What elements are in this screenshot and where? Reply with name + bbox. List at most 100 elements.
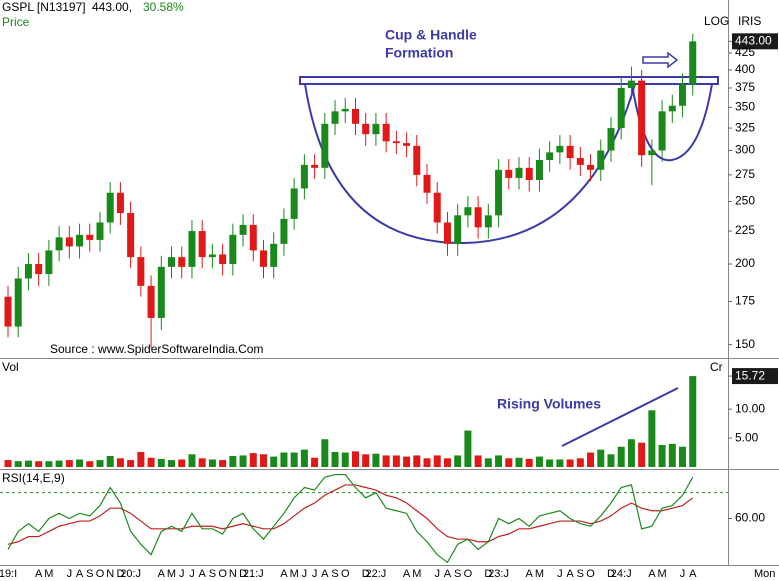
x-tick-label: N xyxy=(106,568,114,580)
candle-body xyxy=(515,167,523,178)
x-tick-label: M xyxy=(290,568,299,580)
volume-bar xyxy=(311,457,319,467)
candle-body xyxy=(239,224,247,235)
candle-body xyxy=(484,215,492,228)
candle-body xyxy=(96,222,104,240)
volume-bar xyxy=(556,459,564,467)
x-tick-label: J xyxy=(189,568,195,580)
x-tick-label: 20:J xyxy=(120,568,141,580)
y-tick-label: 425 xyxy=(735,45,755,59)
x-tick-label: A xyxy=(403,568,411,580)
y-tick-label: 10.00 xyxy=(735,401,765,415)
y-tick-label: 375 xyxy=(735,80,755,94)
volume-bar xyxy=(597,449,605,467)
x-tick-label: A xyxy=(444,568,452,580)
x-tick-label: J xyxy=(557,568,563,580)
candle-body xyxy=(229,234,237,265)
candle-body xyxy=(454,215,462,244)
candle-body xyxy=(525,167,533,181)
volume-bar xyxy=(627,439,635,467)
x-tick-label: A xyxy=(648,568,656,580)
candle-body xyxy=(116,192,124,213)
x-tick-label: 19:I xyxy=(0,568,17,580)
y-tick-label: 250 xyxy=(735,194,755,208)
volume-bar xyxy=(260,454,267,467)
x-tick-label: J xyxy=(680,568,686,580)
x-tick-label: M xyxy=(167,568,176,580)
x-tick-label: A xyxy=(526,568,534,580)
panel-label: Vol xyxy=(2,360,19,374)
volume-bar xyxy=(157,458,165,467)
volume-bar xyxy=(484,458,492,467)
x-tick-label: M xyxy=(657,568,666,580)
volume-bar xyxy=(433,455,441,467)
annotation: Cup & Handle xyxy=(385,27,477,43)
volume-bar xyxy=(392,455,400,467)
volume-bar xyxy=(4,460,12,467)
last-price: 443.00, xyxy=(92,0,132,14)
volume-bar xyxy=(351,451,359,467)
candle-body xyxy=(566,145,574,159)
candle-body xyxy=(321,123,329,168)
candle-body xyxy=(597,150,605,170)
candle-body xyxy=(648,150,656,156)
candle-body xyxy=(14,278,22,327)
volume-bar xyxy=(607,454,615,467)
volume-bar xyxy=(638,442,646,467)
volume-bar xyxy=(178,459,186,467)
candle-body xyxy=(443,222,451,244)
y-tick-label: 175 xyxy=(735,294,755,308)
candle-body xyxy=(55,237,63,251)
volume-bar xyxy=(239,455,247,467)
volume-bar xyxy=(679,446,687,467)
x-tick-label: S xyxy=(331,568,338,580)
volume-bar xyxy=(505,458,513,467)
candle-body xyxy=(617,88,625,129)
candle-body xyxy=(658,111,666,151)
candle-body xyxy=(668,105,676,112)
rsi-line xyxy=(7,473,694,564)
candle-body xyxy=(587,164,595,170)
volume-bar xyxy=(35,461,43,467)
volume-bar xyxy=(45,461,53,467)
candle-body xyxy=(270,243,278,267)
volume-bar xyxy=(546,459,554,467)
candle-body xyxy=(127,212,135,258)
candle-body xyxy=(35,264,43,275)
candle-body xyxy=(86,234,94,240)
x-tick-label: 23:J xyxy=(488,568,509,580)
x-tick-label: A xyxy=(566,568,574,580)
annotation: Rising Volumes xyxy=(497,396,601,412)
volume-bar xyxy=(495,455,503,467)
panel-label: Price xyxy=(2,15,30,29)
candle-body xyxy=(351,108,359,124)
volume-bar xyxy=(249,453,257,467)
volume-bar xyxy=(443,458,451,467)
candle-body xyxy=(249,224,257,251)
y-tick-label: 60.00 xyxy=(735,511,765,525)
candle-body xyxy=(433,192,441,223)
volume-bar xyxy=(14,461,22,467)
volume-bar xyxy=(116,458,124,467)
volume-bar xyxy=(106,456,114,467)
candle-body xyxy=(495,169,503,216)
candle-body xyxy=(208,254,216,258)
x-tick-label: J xyxy=(179,568,185,580)
volume-bar xyxy=(382,455,390,467)
candle-body xyxy=(168,257,176,267)
volume-bar xyxy=(535,456,543,467)
x-tick-label: A xyxy=(76,568,84,580)
y-tick-label: 150 xyxy=(735,337,755,351)
x-tick-label: D xyxy=(484,568,492,580)
volume-bar xyxy=(24,460,32,467)
volume-bar xyxy=(137,451,145,467)
y-tick-label: 300 xyxy=(735,143,755,157)
candle-body xyxy=(219,254,227,265)
x-tick-label: D xyxy=(607,568,615,580)
x-tick-label: A xyxy=(35,568,43,580)
candle-body xyxy=(362,123,370,135)
source: Source : www.SpiderSoftwareIndia.Com xyxy=(50,342,263,356)
volume-bar xyxy=(341,452,349,467)
candle-body xyxy=(300,164,308,189)
